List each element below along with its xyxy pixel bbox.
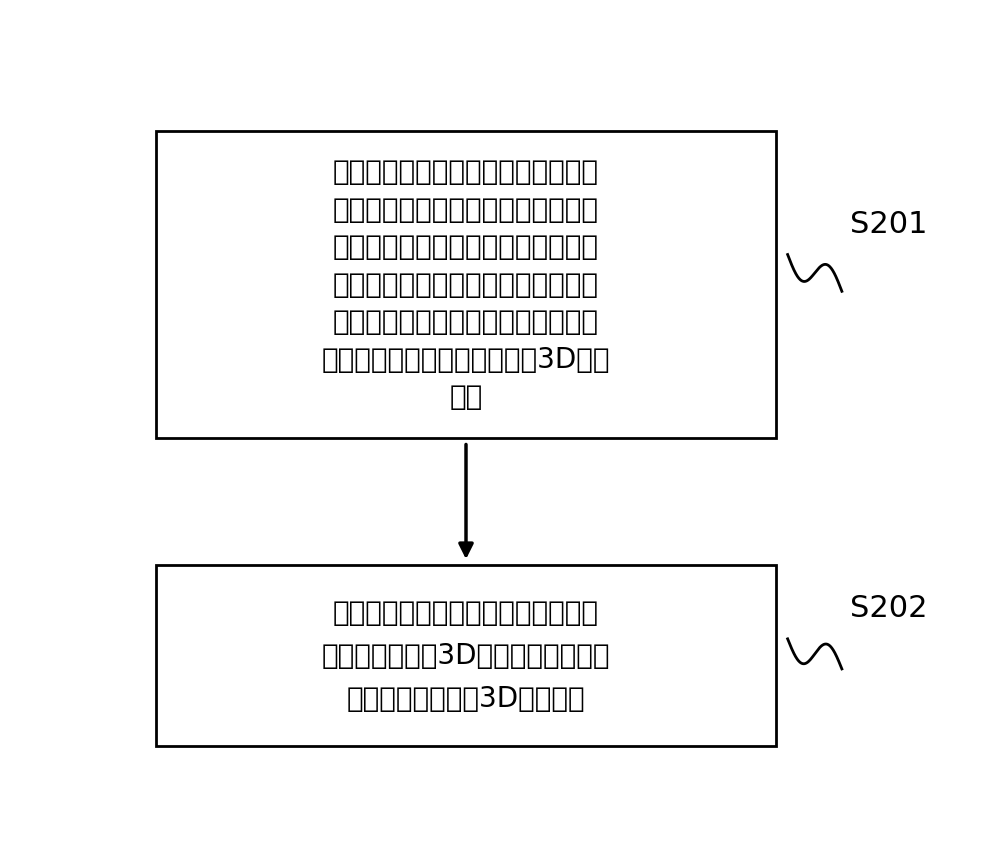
Text: 到整个城市的城市3D动态模型: 到整个城市的城市3D动态模型 [347,685,585,713]
Text: 模型: 模型 [449,383,483,411]
FancyBboxPatch shape [156,565,776,746]
Text: S201: S201 [850,210,927,239]
Text: ，识别空间中的各种动态物件和静态: ，识别空间中的各种动态物件和静态 [333,271,599,299]
Text: 每一区域子系统通过区域内的多种维: 每一区域子系统通过区域内的多种维 [333,158,599,186]
Text: 各个区域的区域3D动态模型后整合得: 各个区域的区域3D动态模型后整合得 [322,641,610,669]
FancyBboxPatch shape [156,131,776,438]
Text: 中央控制系统从各个区域子系统获得: 中央控制系统从各个区域子系统获得 [333,599,599,627]
Text: 度的监控设备实时获取监控数据，根: 度的监控设备实时获取监控数据，根 [333,195,599,224]
Text: 含静态物件和动态物件的区域3D动态: 含静态物件和动态物件的区域3D动态 [322,345,610,373]
Text: S202: S202 [850,595,927,623]
Text: 据所述监控设备实时上传的监控数据: 据所述监控设备实时上传的监控数据 [333,233,599,261]
Text: 物件，并根据识别结果构建并更新包: 物件，并根据识别结果构建并更新包 [333,308,599,336]
